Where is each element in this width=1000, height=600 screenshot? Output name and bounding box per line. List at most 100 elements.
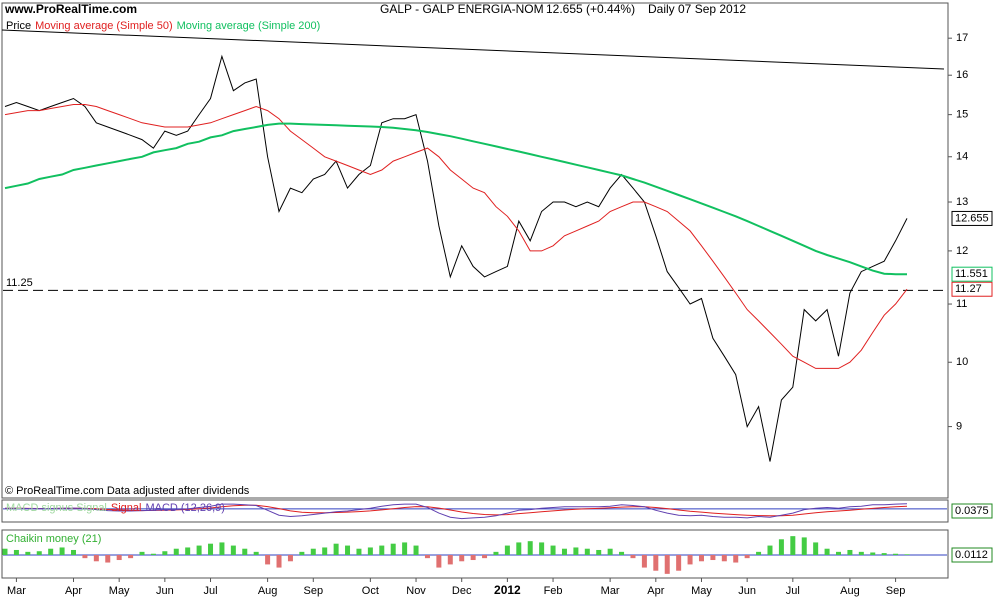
bar	[287, 555, 293, 562]
bar	[93, 555, 99, 562]
x-tick-label: Jul	[203, 585, 217, 597]
bar	[82, 555, 88, 559]
bar	[436, 555, 442, 568]
x-tick-label: Mar	[601, 585, 620, 597]
bar	[596, 549, 602, 555]
bar	[196, 545, 202, 555]
x-tick-label: Mar	[7, 585, 26, 597]
period: Daily 07 Sep 2012	[648, 2, 746, 16]
bar	[413, 545, 419, 555]
x-tick-label: May	[109, 585, 130, 597]
value-box	[951, 266, 993, 282]
x-tick-label: Oct	[362, 585, 379, 597]
bar	[139, 551, 145, 555]
bar	[459, 555, 465, 562]
trend-line	[1, 29, 945, 70]
value-box	[951, 503, 993, 519]
series-line	[4, 122, 907, 276]
macd-frame	[1, 499, 949, 523]
bar	[584, 548, 590, 555]
bar	[48, 548, 54, 555]
bar	[242, 548, 248, 555]
bar	[402, 542, 408, 555]
bar	[698, 555, 704, 562]
bar	[310, 548, 316, 555]
bar	[607, 548, 613, 555]
bar	[424, 555, 430, 559]
bar	[858, 551, 864, 555]
bar	[664, 555, 670, 574]
bar	[253, 551, 259, 555]
legend-entry: Moving average (Simple 200)	[177, 20, 321, 32]
chaikin-frame	[1, 529, 949, 579]
bar	[550, 545, 556, 555]
bar	[25, 551, 31, 555]
bar	[470, 555, 476, 561]
legend: Price Moving average (Simple 50) Moving av…	[6, 20, 320, 32]
bar	[105, 555, 111, 563]
legend-title: MACD signus Signal	[6, 502, 107, 514]
bar	[482, 555, 488, 559]
bar	[367, 547, 373, 555]
x-tick-label: Jul	[786, 585, 800, 597]
bar	[2, 548, 8, 555]
bar	[904, 554, 910, 555]
legend-entry: Signal	[111, 502, 142, 514]
bar	[813, 542, 819, 555]
bar	[733, 555, 739, 563]
x-tick-label: Apr	[647, 585, 664, 597]
bar	[59, 547, 65, 555]
site: www.ProRealTime.com	[4, 2, 137, 16]
value-box	[951, 210, 993, 226]
bar	[767, 545, 773, 555]
bar	[893, 553, 899, 555]
legend: MACD signus Signal Signal MACD (12,26,9)	[6, 502, 225, 514]
legend-entry: Moving average (Simple 50)	[35, 20, 173, 32]
x-tick-label: Sep	[886, 585, 906, 597]
bar	[162, 551, 168, 555]
y-tick-label: 12	[956, 245, 968, 257]
y-tick-label: 13	[956, 196, 968, 208]
bar	[653, 555, 659, 571]
y-tick-label: 11	[956, 298, 967, 310]
bar	[778, 539, 784, 555]
plot-layer: Mar Apr May Jun Jul Aug Sep Oct Nov Dec 2012 Feb Mar…	[2, 20, 993, 597]
x-tick-label: Feb	[544, 585, 563, 597]
bar	[516, 542, 522, 555]
bar	[36, 551, 42, 555]
bar	[881, 553, 887, 555]
bar	[185, 547, 191, 555]
series-line	[5, 503, 908, 520]
legend-title: Chaikin money (21)	[6, 533, 101, 545]
y-tick-label: 9	[956, 420, 962, 432]
bar	[835, 551, 841, 555]
value-box	[951, 281, 993, 297]
bar	[687, 555, 693, 565]
bar	[173, 548, 179, 555]
bar	[527, 541, 533, 555]
legend-entry: MACD (12,26,9)	[145, 502, 224, 514]
bar	[276, 555, 282, 568]
bar	[801, 537, 807, 555]
bar	[847, 549, 853, 555]
x-tick-label: Nov	[406, 585, 426, 597]
series-line	[4, 104, 908, 369]
bar	[13, 549, 19, 555]
x-tick-label: Aug	[840, 585, 860, 597]
bar	[756, 551, 762, 555]
bar	[265, 555, 271, 565]
value-box-label: 11.551	[955, 268, 988, 280]
value-box-label: 12.655	[955, 212, 989, 224]
bar	[356, 548, 362, 555]
bar	[710, 555, 716, 561]
bar	[447, 555, 453, 565]
y-tick-label: 10	[956, 356, 968, 368]
bar	[128, 555, 134, 559]
bar	[299, 551, 305, 555]
bar	[539, 542, 545, 555]
y-tick-label: 14	[956, 151, 968, 163]
level-label: 11.25	[6, 277, 33, 289]
y-tick-label: 15	[956, 109, 968, 121]
bar	[744, 555, 750, 559]
x-tick-label: Sep	[303, 585, 323, 597]
